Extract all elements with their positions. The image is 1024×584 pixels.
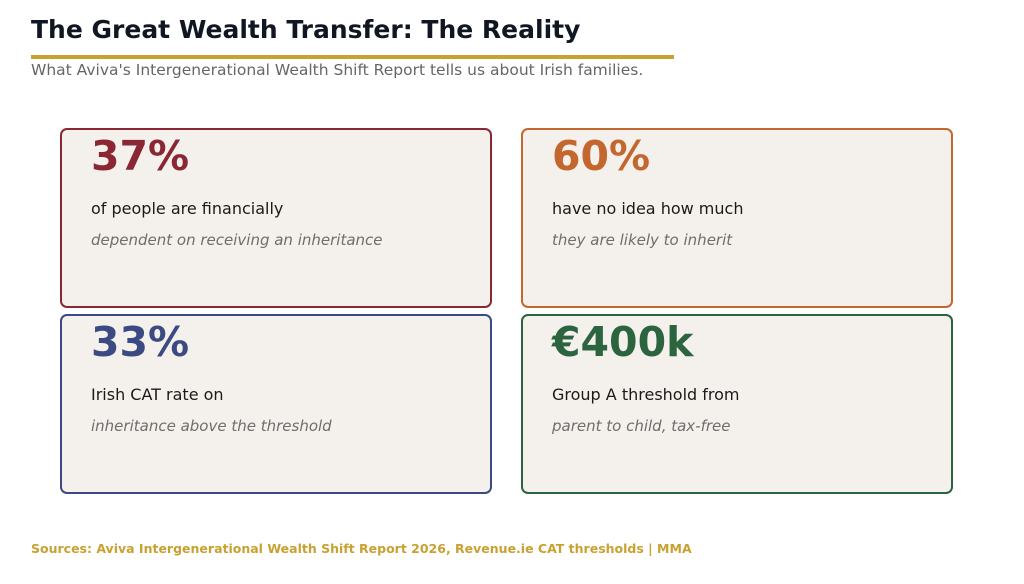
stat-value: 37% [91,132,190,180]
stat-value: 33% [91,318,190,366]
page-subtitle: What Aviva's Intergenerational Wealth Sh… [31,61,644,79]
sources-footer: Sources: Aviva Intergenerational Wealth … [31,541,692,556]
stat-detail: parent to child, tax-free [552,417,731,435]
stat-detail: inheritance above the threshold [91,417,332,435]
stat-card-inheritance-unknown: 60% have no idea how much they are likel… [521,128,953,308]
stat-card-cat-rate: 33% Irish CAT rate on inheritance above … [60,314,492,494]
stat-value: €400k [552,318,694,366]
stat-card-financial-dependence: 37% of people are financially dependent … [60,128,492,308]
stat-description: of people are financially [91,199,284,218]
stat-description: Group A threshold from [552,385,740,404]
title-underline [31,55,674,59]
page-title: The Great Wealth Transfer: The Reality [31,15,581,44]
stat-detail: dependent on receiving an inheritance [91,231,383,249]
stat-card-group-a-threshold: €400k Group A threshold from parent to c… [521,314,953,494]
stat-value: 60% [552,132,651,180]
stat-description: Irish CAT rate on [91,385,224,404]
stat-description: have no idea how much [552,199,744,218]
stat-detail: they are likely to inherit [552,231,733,249]
